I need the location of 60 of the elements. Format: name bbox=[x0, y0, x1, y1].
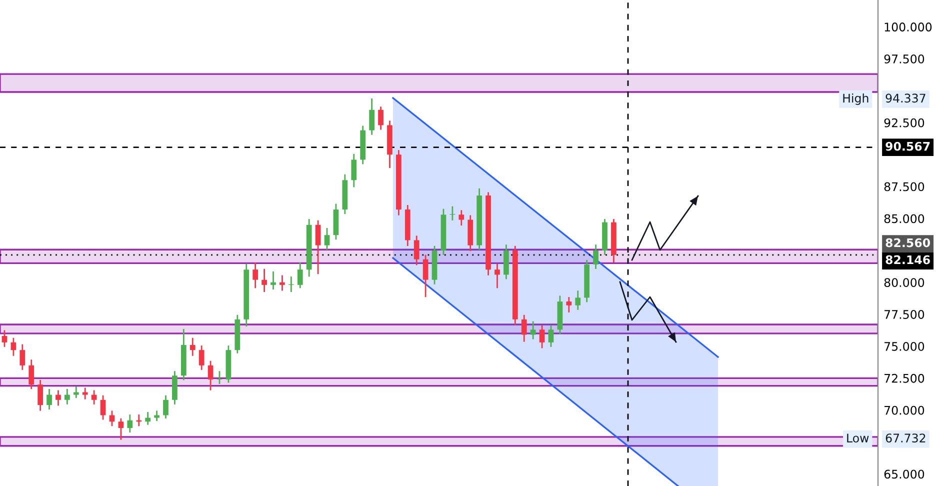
band-label: 82.560 bbox=[886, 238, 930, 248]
candlestick bbox=[324, 228, 330, 250]
candlestick bbox=[593, 244, 598, 269]
candlestick bbox=[145, 412, 151, 425]
candlestick bbox=[262, 268, 267, 292]
annotation: Low bbox=[847, 434, 869, 443]
text: 67.732 bbox=[886, 434, 926, 443]
candlestick bbox=[163, 395, 168, 418]
y-tick-label: 77.500 bbox=[884, 310, 924, 319]
candlestick bbox=[198, 346, 204, 370]
candlestick bbox=[458, 210, 464, 226]
candlestick bbox=[494, 264, 500, 288]
candlestick bbox=[351, 154, 357, 188]
ref-line-label: 90.567 bbox=[886, 142, 930, 151]
candlestick bbox=[28, 360, 34, 390]
candlestick bbox=[315, 220, 321, 274]
candlestick bbox=[566, 296, 572, 312]
text: 94.337 bbox=[886, 94, 926, 103]
y-tick-label: 75.000 bbox=[884, 342, 924, 351]
y-tick-label: 100.000 bbox=[884, 22, 932, 32]
candlestick bbox=[118, 418, 124, 440]
candlestick bbox=[575, 290, 581, 310]
candlestick bbox=[20, 344, 26, 370]
candlestick bbox=[521, 314, 527, 342]
candlestick bbox=[91, 390, 97, 404]
candlestick bbox=[2, 330, 8, 347]
y-tick-label: 70.000 bbox=[884, 406, 924, 415]
candlestick bbox=[64, 388, 70, 404]
candlestick bbox=[82, 388, 88, 400]
candlestick bbox=[539, 325, 545, 348]
y-tick-label: 80.000 bbox=[884, 278, 924, 288]
candlestick bbox=[530, 321, 536, 340]
candlestick bbox=[73, 386, 79, 398]
candlestick bbox=[38, 380, 44, 411]
ref-line-label: 82.146 bbox=[886, 255, 930, 264]
y-tick-label: 87.500 bbox=[884, 182, 924, 192]
candlestick bbox=[280, 275, 285, 291]
y-tick-label: 65.000 bbox=[884, 470, 924, 479]
candlestick bbox=[422, 254, 428, 298]
candlestick bbox=[208, 360, 214, 390]
candlestick bbox=[252, 262, 258, 288]
y-tick-label: 85.000 bbox=[884, 214, 924, 224]
candlestick bbox=[10, 338, 16, 356]
candlestick bbox=[414, 236, 420, 266]
y-tick-label: 72.500 bbox=[884, 374, 924, 383]
candlestick bbox=[369, 98, 374, 135]
candlestick bbox=[127, 414, 133, 433]
candlestick bbox=[270, 271, 276, 290]
y-tick-label: 97.500 bbox=[884, 54, 924, 64]
candlestick bbox=[190, 338, 196, 356]
candlestick bbox=[56, 390, 61, 406]
candlestick bbox=[548, 325, 554, 347]
candlestick bbox=[154, 410, 160, 422]
candlestick bbox=[297, 262, 303, 288]
candlestick bbox=[100, 395, 106, 420]
candlestick bbox=[46, 388, 52, 410]
annotation: High bbox=[843, 93, 868, 105]
candlestick bbox=[109, 410, 115, 426]
y-tick-label: 92.500 bbox=[884, 118, 924, 128]
candlestick bbox=[378, 106, 384, 130]
